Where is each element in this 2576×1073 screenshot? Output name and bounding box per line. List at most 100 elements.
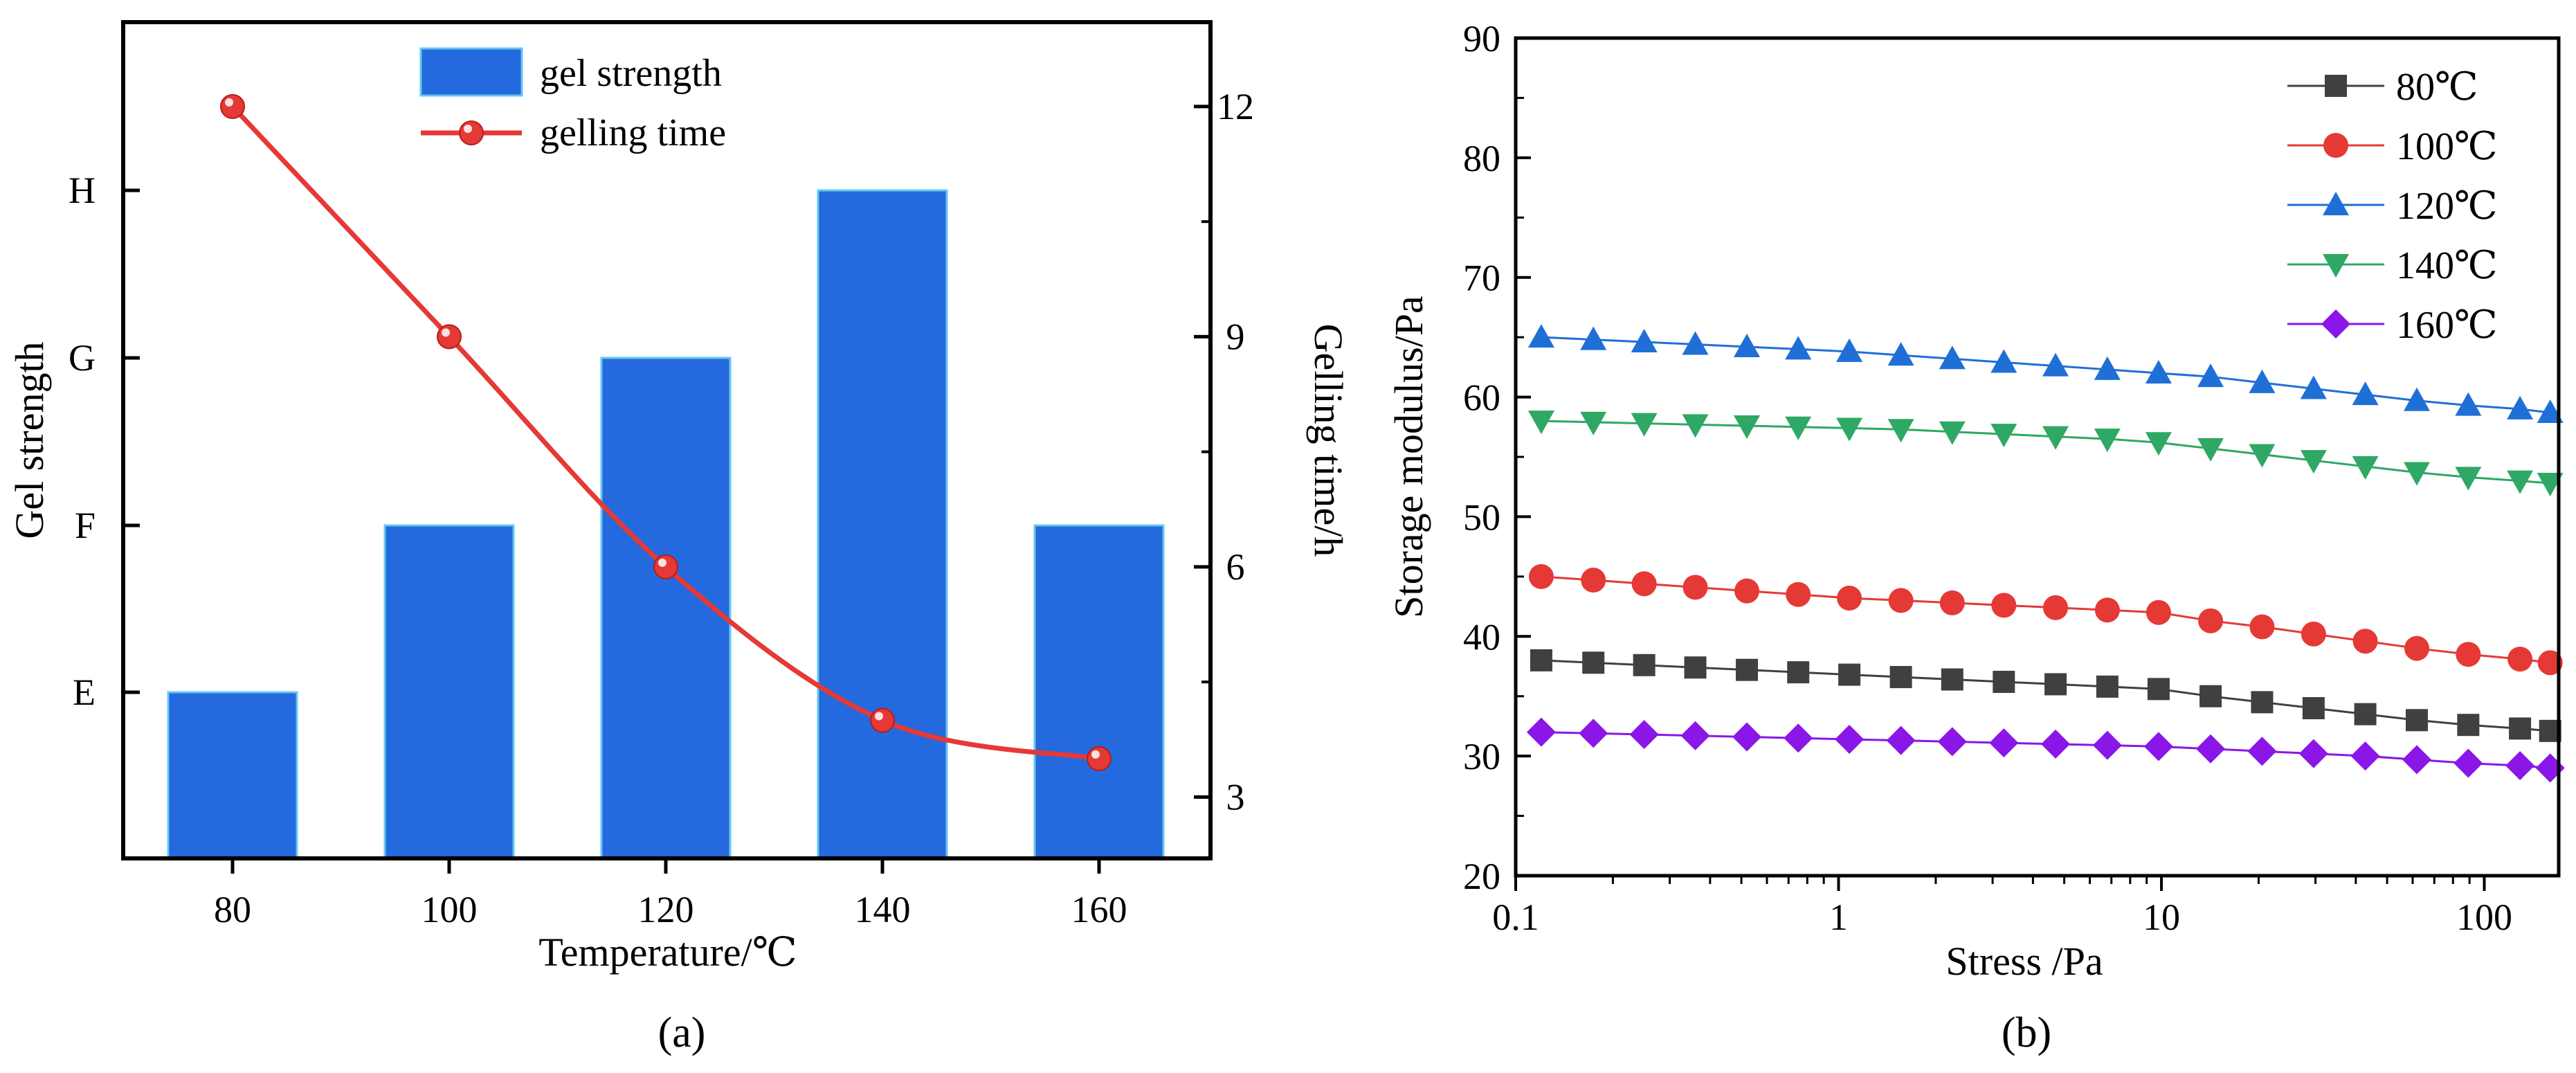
b-point xyxy=(1886,725,1916,755)
b-point xyxy=(2537,399,2564,424)
b-point xyxy=(1736,658,1759,681)
b-point xyxy=(2249,369,2276,393)
a-y-axis-title: Gel strength xyxy=(7,341,52,539)
b-point xyxy=(1581,568,1606,593)
b-point xyxy=(1887,419,1914,443)
a-gelling-point-100 xyxy=(437,324,462,350)
a-legend-line-marker xyxy=(459,120,484,145)
b-point xyxy=(2043,595,2069,620)
b-point xyxy=(1633,653,1656,676)
b-point xyxy=(2352,456,2379,480)
b-point xyxy=(2402,745,2431,775)
b-point xyxy=(2537,650,2563,676)
b-point xyxy=(2505,750,2535,780)
b-point xyxy=(1734,415,1761,440)
b-point xyxy=(1887,342,1914,366)
a-y-tick-label: G xyxy=(69,337,96,379)
b-point xyxy=(1631,571,1657,597)
b-point xyxy=(2096,675,2119,698)
a-bar-120 xyxy=(600,357,732,860)
b-point xyxy=(1990,349,2017,373)
b-point xyxy=(1527,324,1554,348)
b-x-tick-label: 0.1 xyxy=(1492,896,1539,938)
a-bar-100 xyxy=(383,524,515,860)
a-y2-tick-label: 6 xyxy=(1226,546,1245,588)
b-point xyxy=(2247,737,2277,766)
b-y-tick-label: 70 xyxy=(1463,258,1500,299)
b-point xyxy=(1530,649,1552,671)
b-point xyxy=(2405,709,2428,732)
panel-a-chart: 80 100 120 140 160 E F G H 3 6 9 12 gel strength gell… xyxy=(7,20,1351,1056)
a-bar-80 xyxy=(167,691,298,860)
b-legend-marker xyxy=(2323,254,2349,278)
b-y-tick-label: 50 xyxy=(1463,496,1500,538)
b-point xyxy=(1990,424,2017,448)
b-series-120℃ xyxy=(1527,324,2564,424)
b-point xyxy=(1941,668,1963,691)
b-point xyxy=(1784,723,1813,753)
a-gelling-point-highlight xyxy=(658,558,666,567)
b-y-tick-label: 40 xyxy=(1463,616,1500,658)
b-point xyxy=(2403,462,2430,486)
b-point xyxy=(2455,392,2482,416)
b-series-layer xyxy=(1526,324,2565,783)
b-point xyxy=(2251,691,2274,714)
b-point xyxy=(1993,670,2015,693)
a-legend-line-label: gelling time xyxy=(540,111,726,154)
b-point xyxy=(2300,450,2327,474)
b-point xyxy=(2094,429,2121,453)
b-point xyxy=(2143,732,2173,761)
b-point xyxy=(2298,739,2328,768)
b-point xyxy=(2456,642,2481,667)
b-y-tick-label: 30 xyxy=(1463,736,1500,777)
b-x-tick-label: 1 xyxy=(1829,896,1848,938)
b-legend-marker xyxy=(2321,309,2350,339)
b-point xyxy=(1732,722,1762,752)
a-gelling-point-highlight xyxy=(1091,750,1100,759)
b-point xyxy=(1991,593,2017,618)
panel-b-chart: 20 30 40 50 60 70 80 90 0.1 1 10 100 80℃ 100℃ 120℃ 140… xyxy=(1386,18,2565,1056)
a-y2-axis-title: Gelling time/h xyxy=(1306,324,1351,557)
b-x-tick-label: 10 xyxy=(2143,896,2180,938)
b-point xyxy=(1787,661,1810,684)
a-x-tick-label: 100 xyxy=(421,889,478,930)
b-point xyxy=(1939,345,1966,370)
b-legend-label: 80℃ xyxy=(2396,66,2478,109)
b-point xyxy=(2354,703,2377,725)
a-x-axis-title: Temperature/℃ xyxy=(538,930,797,975)
b-point xyxy=(2145,360,2172,384)
a-x-tick-label: 140 xyxy=(855,889,911,930)
a-legend-bar-label: gel strength xyxy=(540,52,722,95)
a-gelling-point-highlight xyxy=(225,98,233,107)
b-point xyxy=(2352,381,2379,406)
b-point xyxy=(1836,417,1863,442)
b-x-tick-label: 100 xyxy=(2456,896,2512,938)
b-legend: 80℃ 100℃ 120℃ 140℃ 160℃ xyxy=(2287,66,2498,347)
b-series-100℃ xyxy=(1528,563,2563,676)
b-point xyxy=(2042,352,2069,377)
b-point xyxy=(1682,414,1709,438)
a-bar-160 xyxy=(1033,524,1165,860)
b-point xyxy=(1682,575,1708,600)
b-axes-layer: 20 30 40 50 60 70 80 90 0.1 1 10 100 xyxy=(1463,18,2512,938)
b-y-tick-label: 80 xyxy=(1463,138,1500,179)
b-point xyxy=(2147,678,2170,701)
b-panel-label: (b) xyxy=(2002,1009,2051,1056)
b-point xyxy=(2249,444,2276,468)
b-point xyxy=(1580,326,1607,350)
b-point xyxy=(1629,720,1659,750)
b-series-80℃ xyxy=(1530,649,2561,742)
b-point xyxy=(2041,729,2071,759)
b-point xyxy=(2146,599,2171,625)
b-point xyxy=(1734,333,1761,357)
b-point xyxy=(1837,585,1862,611)
b-point xyxy=(1939,421,1966,445)
b-point xyxy=(1889,666,1912,689)
b-point xyxy=(2457,714,2480,737)
b-legend-label: 140℃ xyxy=(2396,244,2498,287)
a-y-tick-label: F xyxy=(75,505,96,546)
b-legend-label: 120℃ xyxy=(2396,185,2498,228)
b-y-tick-label: 90 xyxy=(1463,18,1500,60)
b-point xyxy=(1680,721,1710,750)
